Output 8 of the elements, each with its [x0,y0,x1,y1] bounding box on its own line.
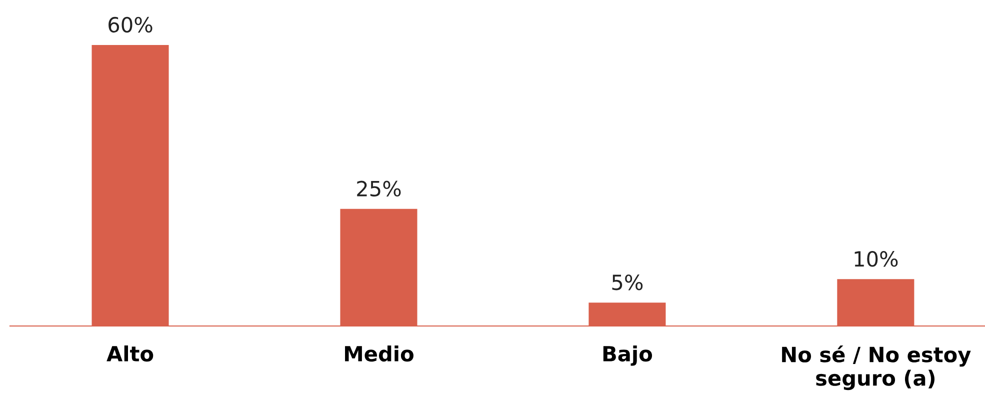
data-label: 60% [108,16,152,33]
x-tick-label: Medio [345,345,414,362]
data-label: 10% [854,251,898,267]
data-label: 25% [357,180,401,197]
x-tick-label: Bajo [603,345,652,366]
x-tick-label: Alto [106,345,154,362]
data-label: 5% [612,274,643,290]
x-tick-label: No sé / No estoy seguro (a) [782,345,971,390]
